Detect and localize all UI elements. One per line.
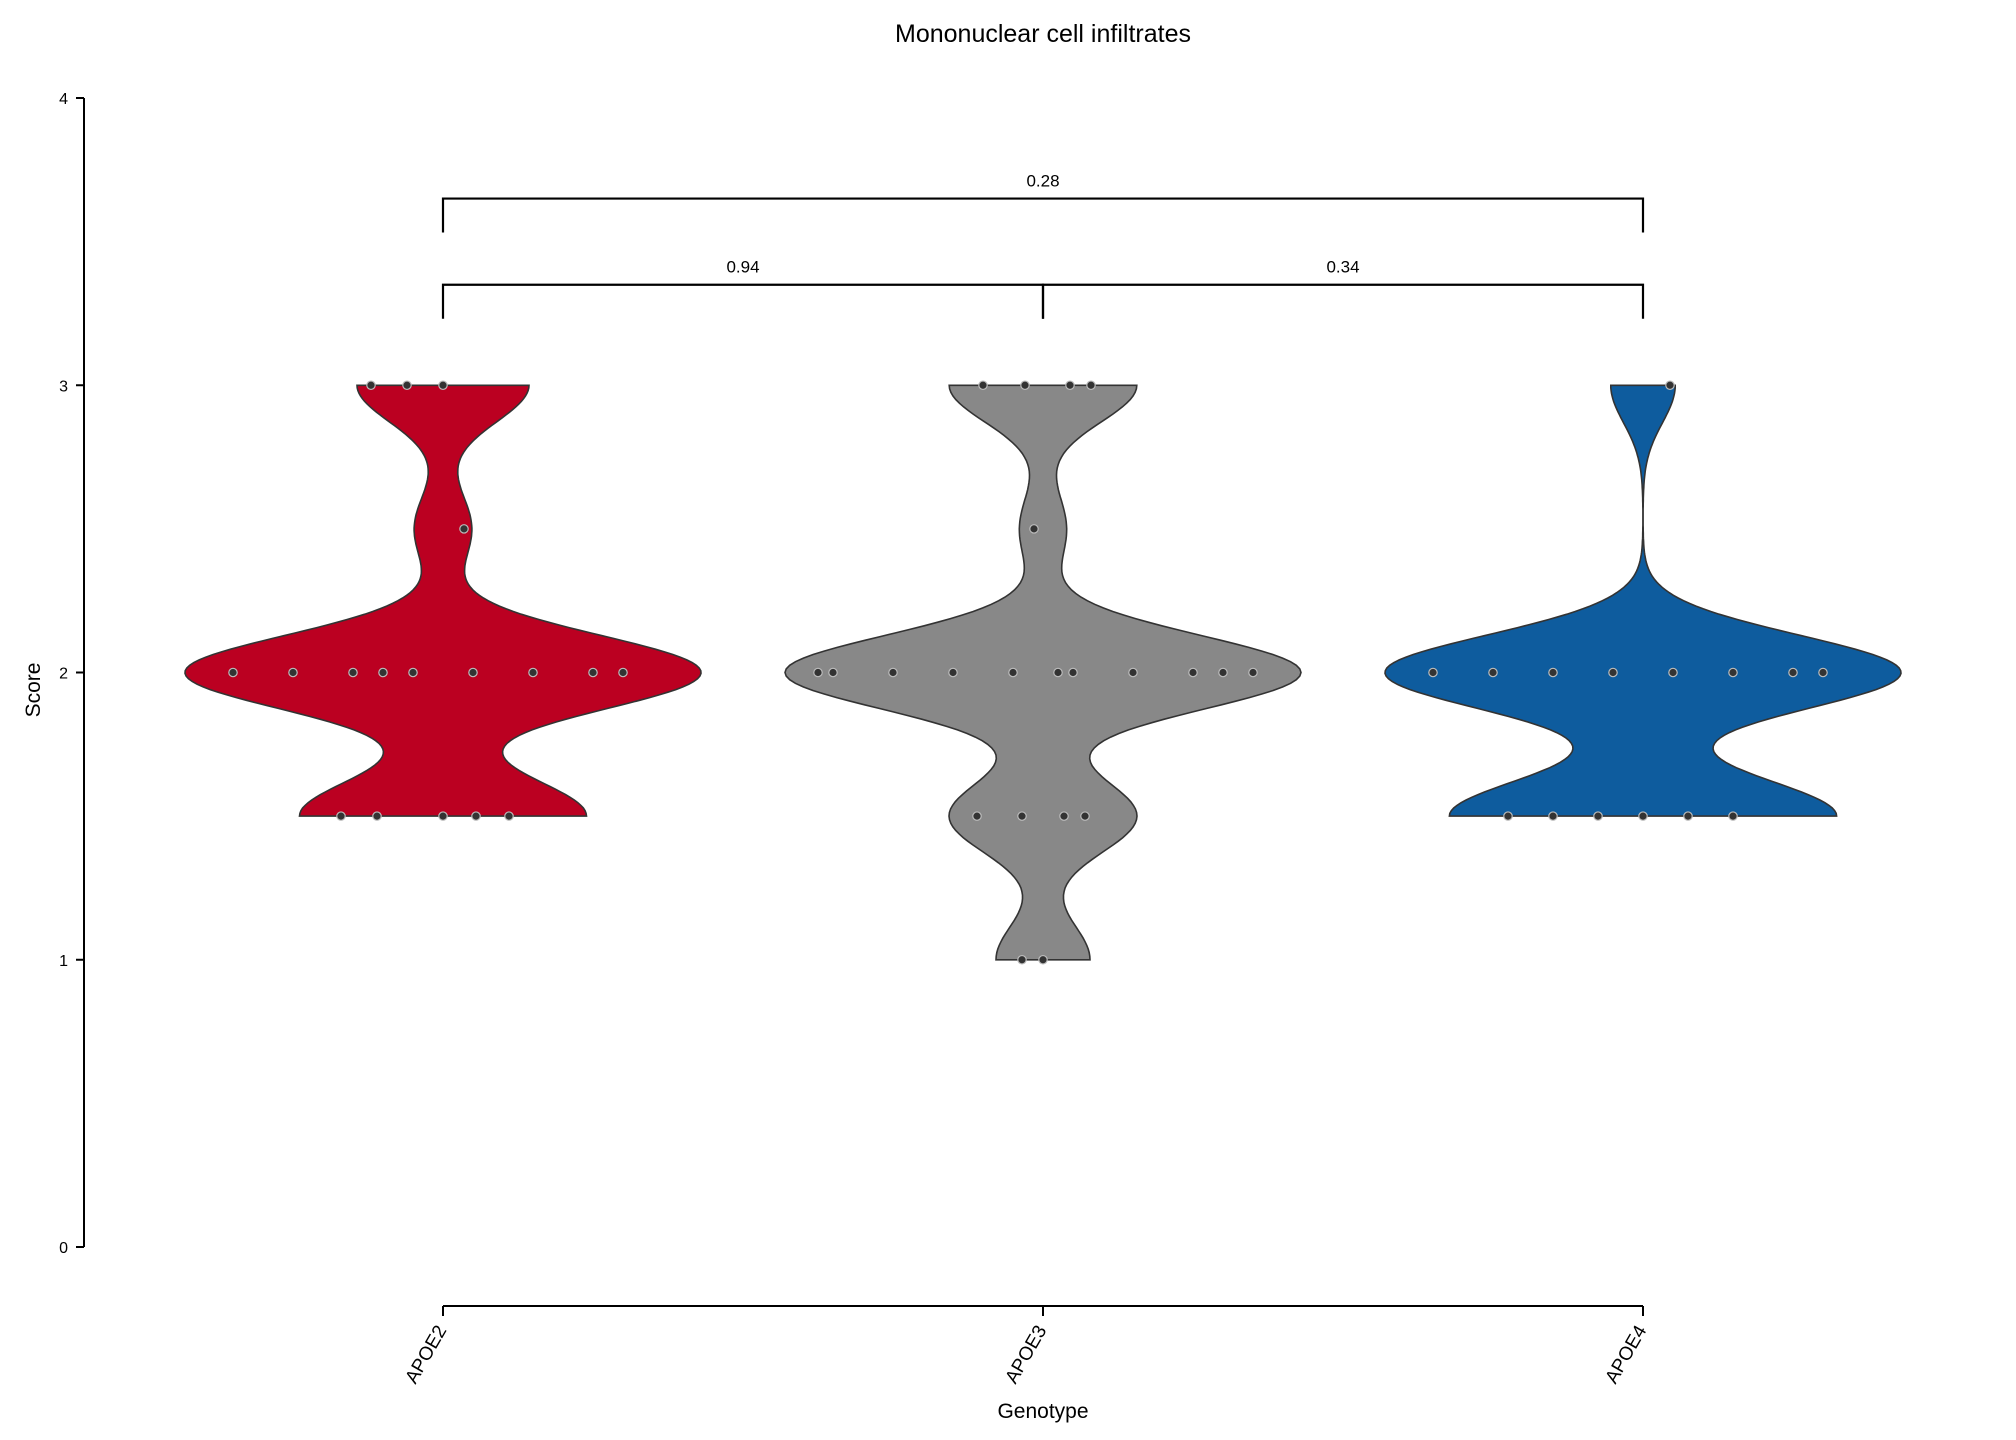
data-point (438, 811, 448, 821)
violin-apoe4 (1384, 384, 1902, 817)
x-axis-title: Genotype (997, 1400, 1088, 1423)
violin-layer (184, 384, 1902, 961)
comparison-bracket (441, 283, 1045, 319)
data-point (1017, 954, 1027, 965)
x-tick-label: APOE2 (401, 1322, 451, 1387)
comparison-bracket (1041, 283, 1645, 319)
data-point (348, 667, 358, 678)
data-point (1488, 667, 1498, 678)
data-point (1593, 811, 1603, 821)
data-point (1818, 667, 1828, 678)
data-point (402, 380, 412, 391)
x-tick-label: APOE4 (1601, 1322, 1651, 1388)
data-point (1728, 667, 1738, 678)
x-tick-label: APOE3 (1001, 1322, 1051, 1387)
data-point (1548, 667, 1558, 678)
data-point (1068, 667, 1078, 678)
data-point (1038, 954, 1048, 965)
data-point (459, 524, 469, 534)
data-point (1428, 667, 1438, 678)
data-point (468, 667, 478, 678)
p-value-label: 0.34 (1326, 258, 1359, 277)
data-point (1086, 380, 1096, 391)
data-point (1608, 667, 1618, 678)
data-point (1080, 811, 1090, 821)
data-point (378, 667, 388, 678)
data-point (978, 380, 988, 391)
data-point (1638, 811, 1648, 821)
x-axis: APOE2 APOE3 APOE4 (401, 1305, 1652, 1388)
data-point (948, 667, 958, 678)
point-layer (228, 380, 1828, 965)
data-point (618, 667, 628, 678)
data-point (471, 811, 481, 821)
y-tick-label: 4 (59, 91, 68, 108)
data-point (366, 380, 376, 391)
data-point (588, 667, 598, 678)
data-point (1008, 667, 1018, 678)
data-point (408, 667, 418, 678)
data-point (1053, 667, 1063, 678)
data-point (1683, 811, 1693, 821)
data-point (1065, 380, 1075, 391)
y-axis: 0 1 2 3 4 (59, 91, 85, 1257)
p-value-label: 0.28 (1026, 172, 1059, 191)
comparison-bracket (441, 197, 1645, 233)
data-point (1728, 811, 1738, 821)
data-point (1668, 667, 1678, 678)
comparison-brackets: 0.94 0.34 0.28 (441, 172, 1645, 319)
data-point (1188, 667, 1198, 678)
data-point (888, 667, 898, 678)
violin-apoe2 (184, 384, 702, 817)
data-point (1548, 811, 1558, 821)
data-point (288, 667, 298, 678)
data-point (1665, 380, 1675, 391)
data-point (1788, 667, 1798, 678)
violin-apoe3 (784, 384, 1302, 961)
y-tick-label: 1 (59, 953, 68, 970)
data-point (336, 811, 346, 821)
data-point (504, 811, 514, 821)
data-point (228, 667, 238, 678)
y-tick-label: 2 (59, 666, 68, 683)
data-point (1059, 811, 1069, 821)
y-tick-label: 3 (59, 378, 68, 395)
data-point (1218, 667, 1228, 678)
y-tick-label: 0 (59, 1240, 68, 1257)
data-point (813, 667, 823, 678)
data-point (1017, 811, 1027, 821)
data-point (438, 380, 448, 391)
data-point (1029, 524, 1039, 534)
data-point (1020, 380, 1030, 391)
y-axis-title: Score (22, 663, 45, 718)
data-point (1503, 811, 1513, 821)
data-point (1248, 667, 1258, 678)
data-point (1128, 667, 1138, 678)
data-point (828, 667, 838, 678)
data-point (972, 811, 982, 821)
data-point (528, 667, 538, 678)
p-value-label: 0.94 (726, 258, 759, 277)
data-point (372, 811, 382, 821)
chart-title: Mononuclear cell infiltrates (895, 20, 1191, 48)
